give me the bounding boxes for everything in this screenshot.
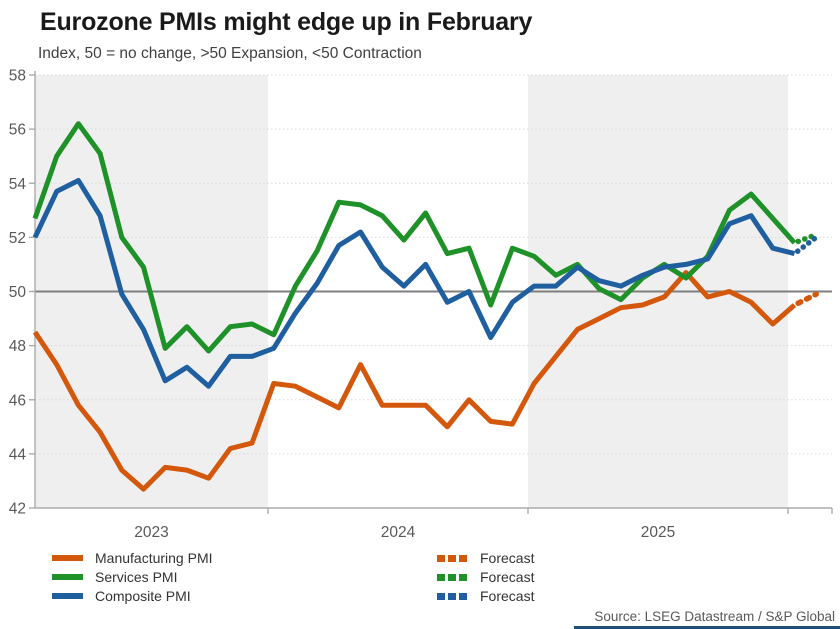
y-tick-label: 50: [9, 284, 27, 301]
y-tick-label: 44: [9, 446, 27, 463]
page-title: Eurozone PMIs might edge up in February: [40, 8, 533, 36]
manufacturing-forecast-dots-swatch: [437, 554, 467, 562]
y-tick-label: 48: [9, 338, 26, 355]
legend-item-forecast-services: Forecast: [437, 569, 534, 585]
legend-label: Services PMI: [95, 569, 178, 585]
legend-label: Manufacturing PMI: [95, 550, 213, 566]
legend-item-services: Services PMI: [52, 569, 177, 585]
legend-label: Composite PMI: [95, 588, 191, 604]
legend-item-composite: Composite PMI: [52, 588, 191, 604]
y-tick-label: 58: [9, 68, 26, 85]
services-forecast-dots-swatch: [437, 573, 467, 581]
y-tick-label: 46: [9, 392, 26, 409]
legend-label: Forecast: [480, 569, 535, 585]
legend-label: Forecast: [480, 588, 535, 604]
y-tick-label: 42: [9, 501, 26, 518]
composite-forecast-dots-swatch: [437, 592, 467, 600]
footer-accent-bar: [574, 626, 840, 629]
source-attribution: Source: LSEG Datastream / S&P Global: [594, 609, 835, 624]
legend-item-manufacturing: Manufacturing PMI: [52, 550, 213, 566]
manufacturing-line-swatch: [52, 555, 83, 561]
legend-item-forecast-manufacturing: Forecast: [437, 550, 534, 566]
legend-item-forecast-composite: Forecast: [437, 588, 534, 604]
y-tick-label: 56: [9, 122, 26, 139]
x-year-label-2023: 2023: [134, 524, 168, 541]
series-forecast-services-pmi: [791, 231, 819, 246]
chart-legend: Manufacturing PMI Services PMI Composite…: [52, 550, 812, 612]
pmi-line-chart: 42 44 46 48 50 52 54 56 58 2023 2024 2025: [9, 68, 833, 541]
y-tick-label: 54: [9, 176, 27, 193]
composite-line-swatch: [52, 593, 83, 599]
chart-subtitle: Index, 50 = no change, >50 Expansion, <5…: [38, 45, 422, 62]
legend-label: Forecast: [480, 550, 535, 566]
services-line-swatch: [52, 574, 83, 580]
series-forecast-manufacturing-pmi: [791, 291, 819, 308]
series-line-composite-pmi: [32, 178, 796, 389]
x-year-label-2024: 2024: [381, 524, 416, 541]
x-year-label-2025: 2025: [641, 524, 675, 541]
y-tick-label: 52: [9, 230, 26, 247]
series-forecast-composite-pmi: [791, 234, 819, 257]
series-line-manufacturing-pmi: [32, 270, 797, 492]
